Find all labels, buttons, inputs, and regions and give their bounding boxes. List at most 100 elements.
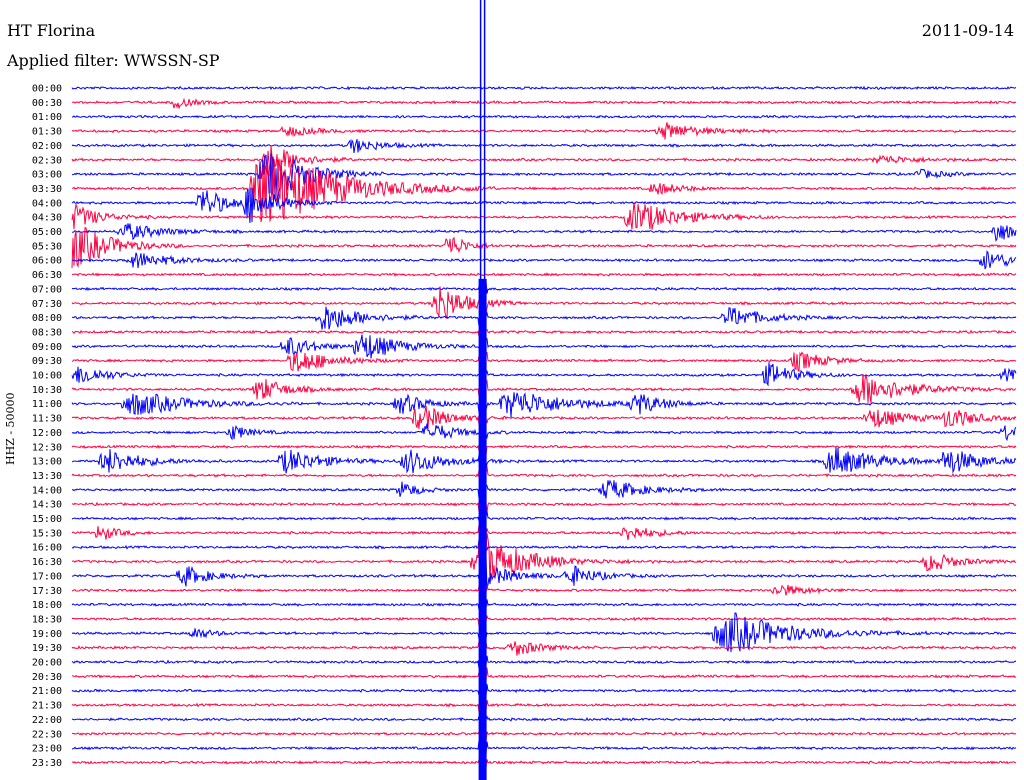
y-tick-label: 16:00 <box>32 543 62 554</box>
y-tick-label: 11:30 <box>32 414 62 425</box>
y-tick-label: 05:00 <box>32 227 62 238</box>
trace-row <box>71 405 1017 430</box>
trace-row <box>71 697 1017 715</box>
y-tick-label: 04:30 <box>32 213 62 224</box>
trace-row <box>71 479 1017 499</box>
y-tick-label: 15:00 <box>32 514 62 525</box>
trace-row <box>71 611 1017 628</box>
y-tick-label: 00:00 <box>32 84 62 95</box>
y-tick-label: 01:00 <box>32 112 62 123</box>
trace-row <box>71 145 1017 177</box>
y-tick-label: 10:30 <box>32 385 62 396</box>
y-tick-label: 14:30 <box>32 500 62 511</box>
y-tick-label: 12:30 <box>32 442 62 453</box>
y-tick-label: 02:30 <box>32 155 62 166</box>
y-tick-label: 21:30 <box>32 701 62 712</box>
y-tick-label: 10:00 <box>32 371 62 382</box>
trace-row <box>71 596 1017 612</box>
y-tick-label: 08:00 <box>32 313 62 324</box>
y-tick-label: 23:00 <box>32 744 62 755</box>
trace-row <box>72 556 1017 596</box>
y-tick-label: 20:30 <box>32 672 62 683</box>
y-tick-label: 19:30 <box>32 643 62 654</box>
trace-row <box>72 223 1017 242</box>
trace-row <box>71 740 1017 756</box>
trace-row <box>71 498 1017 515</box>
trace-row <box>71 327 1017 337</box>
station-title: HT Florina <box>7 21 96 40</box>
y-tick-label: 12:00 <box>32 428 62 439</box>
trace-row <box>71 122 1017 140</box>
y-tick-label: 18:30 <box>32 614 62 625</box>
y-tick-label: 21:00 <box>32 686 62 697</box>
y-tick-label: 14:00 <box>32 485 62 496</box>
trace-row <box>71 444 1017 457</box>
trace-row <box>71 250 1017 270</box>
trace-row <box>71 538 1017 556</box>
trace-row <box>71 279 1017 296</box>
trace-row <box>71 510 1017 522</box>
trace-row <box>71 713 1017 728</box>
large-event-band <box>478 278 487 780</box>
trace-row <box>71 533 1017 594</box>
trace-row <box>71 724 1017 742</box>
trace-row <box>71 138 1017 153</box>
y-tick-label: 15:30 <box>32 528 62 539</box>
trace-row <box>71 334 1017 359</box>
y-tick-label: 07:00 <box>32 284 62 295</box>
y-tick-label: 09:30 <box>32 356 62 367</box>
y-tick-label: 22:00 <box>32 715 62 726</box>
y-tick-label: 01:30 <box>32 127 62 138</box>
y-tick-label: 02:00 <box>32 141 62 152</box>
y-tick-label: 19:00 <box>32 629 62 640</box>
trace-row <box>71 272 1017 277</box>
date-label: 2011-09-14 <box>921 21 1014 40</box>
y-tick-label: 05:30 <box>32 241 62 252</box>
y-tick-label: 00:30 <box>32 98 62 109</box>
trace-row <box>71 362 1017 387</box>
trace-row <box>71 612 1017 653</box>
y-tick-label: 08:30 <box>32 327 62 338</box>
trace-row <box>71 306 1017 330</box>
trace-row <box>71 524 1017 542</box>
trace-row <box>71 466 1017 485</box>
trace-row <box>71 85 1017 91</box>
filter-label: Applied filter: WWSSN-SP <box>7 51 220 70</box>
trace-row <box>71 423 1017 443</box>
y-tick-label: 23:30 <box>32 758 62 769</box>
trace-row <box>71 159 1017 223</box>
trace-row <box>71 286 1017 319</box>
y-tick-label: 03:00 <box>32 170 62 181</box>
trace-row <box>71 654 1017 670</box>
trace-row <box>71 446 1017 474</box>
y-tick-label: 20:00 <box>32 658 62 669</box>
y-tick-label: 22:30 <box>32 729 62 740</box>
trace-row <box>71 667 1017 682</box>
y-tick-label: 06:30 <box>32 270 62 281</box>
trace-row <box>71 682 1017 700</box>
trace-row <box>71 373 1017 404</box>
trace-row <box>71 97 1017 109</box>
y-tick-label: 03:30 <box>32 184 62 195</box>
trace-row <box>71 202 1017 230</box>
trace-row <box>71 114 1017 120</box>
trace-row <box>71 226 1017 269</box>
trace-row <box>71 392 1017 418</box>
y-tick-label: 06:00 <box>32 256 62 267</box>
y-tick-label: 09:00 <box>32 342 62 353</box>
y-tick-label: 17:00 <box>32 571 62 582</box>
y-tick-label: 04:00 <box>32 198 62 209</box>
y-tick-label: 18:00 <box>32 600 62 611</box>
y-tick-label: 13:00 <box>32 457 62 468</box>
y-tick-label: 17:30 <box>32 586 62 597</box>
trace-row <box>71 755 1017 770</box>
trace-row <box>71 153 1017 200</box>
trace-row <box>71 351 1017 373</box>
y-tick-label: 07:30 <box>32 299 62 310</box>
y-tick-label: 13:30 <box>32 471 62 482</box>
trace-row <box>71 187 1017 223</box>
trace-row <box>71 641 1017 656</box>
trace-row <box>71 584 1017 599</box>
y-tick-label: 11:00 <box>32 399 62 410</box>
